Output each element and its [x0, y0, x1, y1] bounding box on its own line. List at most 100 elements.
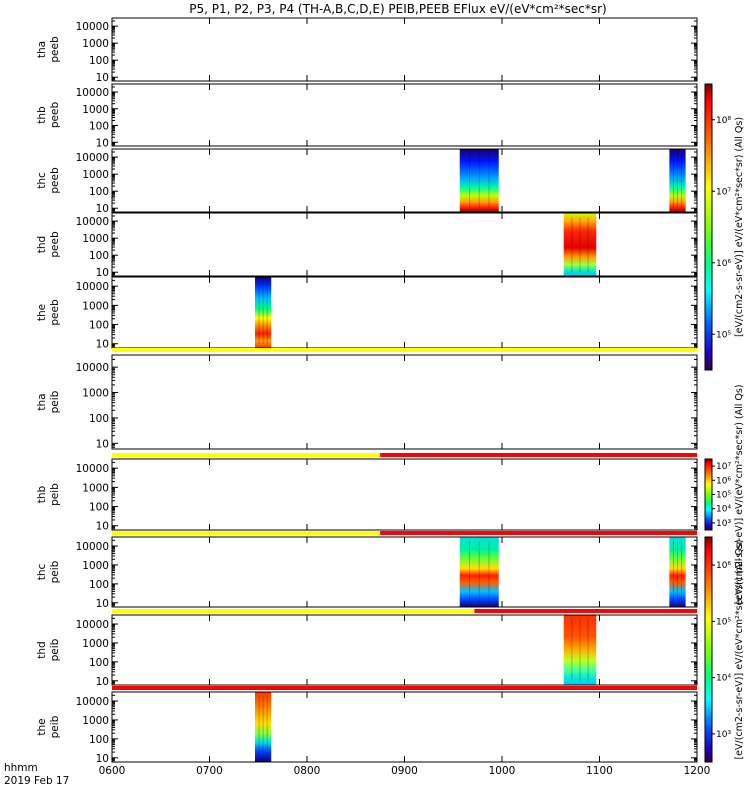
x-tick-label: 0900 [391, 765, 418, 777]
y-tick-label: 10 [96, 339, 109, 351]
colorbar-tick-label: 10⁶ [716, 561, 731, 571]
panel-the-peeb: 10 100 1000 10000 the peeb [36, 276, 698, 351]
spectrogram-block [563, 615, 597, 685]
panel-tha-peib: 10 100 1000 10000 tha peib [36, 348, 698, 450]
y-tick-label: 1000 [82, 638, 109, 650]
colorbar-label: [eV/(cm2-s-sr-eV)] eV/(eV*cm²*sec*sr) (A… [734, 539, 745, 759]
mode-bar-segment [380, 453, 697, 457]
panel-species-label: peeb [49, 299, 61, 326]
y-tick-label: 1000 [82, 169, 109, 181]
panel-probe-label: thd [36, 236, 48, 253]
panel-thb-peib: 10 100 1000 10000 thb peib [36, 453, 698, 533]
y-tick-label: 100 [89, 186, 109, 198]
colorbar-label: [eV/(cm2-s-sr-eV)] eV/(eV*cm²*sec*sr) (A… [734, 117, 745, 337]
panel-probe-label: tha [36, 41, 48, 58]
y-tick-label: 100 [89, 579, 109, 591]
panel-frame [111, 354, 698, 450]
mode-bar-segment [474, 609, 697, 613]
panel-species-label: peib [49, 483, 61, 506]
spectrogram-block [669, 149, 686, 212]
panel-frame [111, 83, 698, 147]
colorbar-strip [704, 458, 713, 531]
y-tick-label: 10000 [76, 87, 109, 99]
y-tick-label: 10 [96, 753, 109, 765]
y-tick-label: 10000 [76, 216, 109, 228]
y-tick-label: 10000 [76, 541, 109, 553]
panel-species-label: peib [49, 638, 61, 661]
chart-title: P5, P1, P2, P3, P4 (TH-A,B,C,D,E) PEIB,P… [189, 2, 606, 16]
y-tick-label: 100 [89, 320, 109, 332]
mode-bar-segment [112, 531, 381, 535]
y-tick-label: 1000 [82, 715, 109, 727]
colorbar-label: [eV/(cm2-s-sr-eV)] eV/(eV*cm²*sec*sr) (A… [734, 384, 745, 604]
panel-probe-label: thd [36, 641, 48, 658]
y-tick-label: 1000 [82, 560, 109, 572]
y-tick-label: 100 [89, 734, 109, 746]
x-axis-label: hhmm [4, 762, 38, 774]
panel-frame [111, 536, 698, 608]
panel-species-label: peeb [49, 167, 61, 194]
colorbar-tick-label: 10⁵ [716, 491, 731, 501]
panel-probe-label: thc [36, 172, 48, 189]
y-tick-label: 10 [96, 72, 109, 84]
colorbar-tick-label: 10⁵ [716, 617, 731, 627]
y-tick-label: 10 [96, 137, 109, 149]
panel-probe-label: the [36, 718, 48, 735]
mode-bar-segment [380, 531, 697, 535]
y-tick-label: 10 [96, 521, 109, 533]
x-tick-label: 0600 [99, 765, 126, 777]
panel-probe-label: thb [36, 106, 48, 124]
colorbar-tick-label: 10⁶ [716, 259, 731, 269]
y-tick-label: 1000 [82, 388, 109, 400]
y-tick-label: 10 [96, 676, 109, 688]
panel-frame [111, 458, 698, 531]
x-tick-label: 1100 [586, 765, 613, 777]
panel-frame [111, 691, 698, 763]
y-tick-label: 1000 [82, 104, 109, 116]
y-tick-label: 10000 [76, 619, 109, 631]
colorbar-tick-label: 10⁴ [716, 505, 731, 515]
panel-thd-peib: 10 100 1000 10000 thd peib [36, 609, 698, 688]
panel-frame [111, 614, 698, 686]
colorbar-tick-label: 10⁶ [716, 476, 731, 486]
y-tick-label: 10000 [76, 281, 109, 293]
y-tick-label: 10000 [76, 463, 109, 475]
panel-frame [111, 276, 698, 349]
y-tick-label: 10 [96, 203, 109, 215]
spectrogram-block [255, 692, 272, 762]
colorbar-tick-label: 10⁷ [716, 462, 731, 472]
x-axis: 0600 0700 0800 0900 1000 1100 1200 [99, 765, 711, 777]
x-axis-date: 2019 Feb 17 [4, 775, 69, 787]
y-tick-label: 10 [96, 598, 109, 610]
colorbar-tick-label: 10³ [716, 519, 731, 529]
panel-tha-peeb: 10 100 1000 10000 tha peeb [36, 17, 698, 84]
spectrogram-block [563, 213, 597, 276]
panel-thd-peeb: 10 100 1000 10000 thd peeb [36, 212, 698, 279]
spectrogram-block [459, 149, 499, 212]
panel-frame [111, 17, 698, 82]
mode-bar-segment [112, 609, 475, 613]
colorbar-tick-label: 10³ [716, 730, 731, 740]
panel-species-label: peeb [49, 36, 61, 63]
y-tick-label: 100 [89, 413, 109, 425]
panel-species-label: peib [49, 715, 61, 738]
spectrogram-block [255, 277, 272, 348]
colorbar-peib-lower: 10³ 10⁴ 10⁵ 10⁶ [eV/(cm2-s-sr-eV)] eV/(eV*cm… [704, 536, 745, 763]
y-tick-label: 100 [89, 657, 109, 669]
y-tick-label: 100 [89, 250, 109, 262]
panel-thc-peeb: 10 100 1000 10000 thc peeb [36, 148, 698, 215]
y-tick-label: 1000 [82, 38, 109, 50]
colorbar-tick-label: 10⁵ [716, 330, 731, 340]
panel-the-peib: 10 100 1000 10000 the peib [36, 686, 698, 765]
y-tick-label: 100 [89, 55, 109, 67]
panel-species-label: peeb [49, 231, 61, 258]
y-tick-label: 1000 [82, 482, 109, 494]
y-tick-label: 10 [96, 438, 109, 450]
mode-bar-segment [112, 348, 697, 352]
spectrogram-block [459, 537, 499, 607]
panel-species-label: peeb [49, 102, 61, 129]
